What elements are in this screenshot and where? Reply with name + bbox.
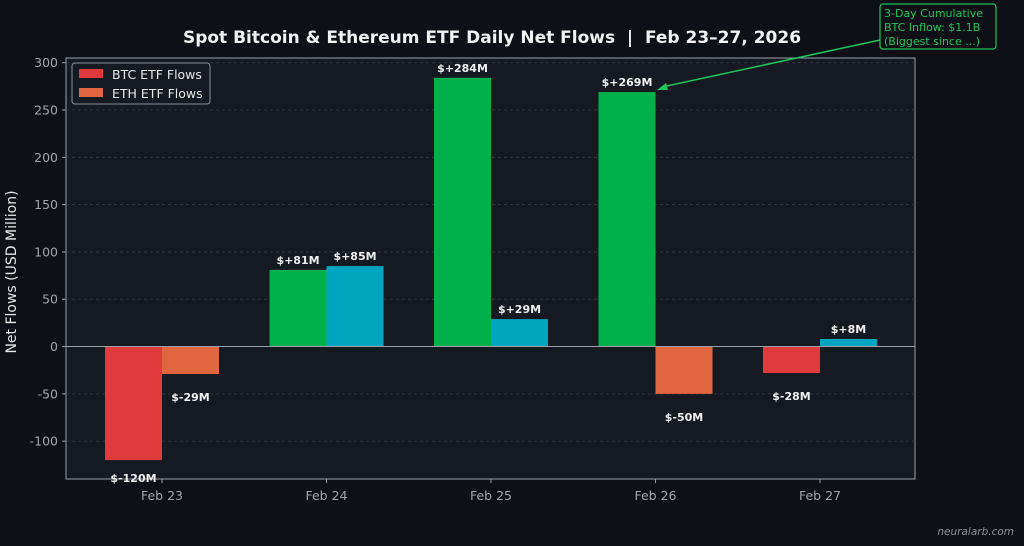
bar-eth-2 [491, 319, 548, 347]
y-tick-label: 150 [34, 197, 58, 212]
data-label-btc-1: $+81M [276, 254, 319, 267]
legend-swatch-eth [79, 88, 103, 97]
y-tick-label: -50 [38, 386, 58, 401]
chart-title: Spot Bitcoin & Ethereum ETF Daily Net Fl… [183, 28, 801, 48]
legend-label-eth: ETH ETF Flows [112, 86, 203, 101]
bar-btc-0 [105, 346, 162, 461]
bar-btc-3 [598, 92, 656, 347]
y-tick-label: 300 [34, 55, 58, 70]
data-label-eth-4: $+8M [831, 323, 866, 336]
annotation-line-1: 3-Day Cumulative [884, 7, 983, 20]
x-tick-label: Feb 27 [799, 488, 841, 503]
bar-eth-1 [326, 266, 384, 347]
watermark: neuralarb.com [937, 526, 1014, 538]
data-label-eth-0: $-29M [171, 391, 209, 404]
x-tick-label: Feb 26 [634, 488, 676, 503]
y-tick-label: -100 [30, 434, 58, 449]
annotation: 3-Day Cumulative BTC Inflow: $1.1B (Bigg… [657, 3, 997, 90]
x-tick-label: Feb 24 [305, 488, 347, 503]
data-label-eth-1: $+85M [333, 250, 376, 263]
bar-eth-3 [655, 346, 713, 394]
arrow-head-icon [657, 83, 668, 90]
y-tick-label: 50 [42, 292, 58, 307]
x-tick-label: Feb 25 [470, 488, 512, 503]
bar-btc-2 [434, 77, 491, 347]
bar-eth-0 [162, 346, 219, 374]
y-tick-label: 250 [34, 103, 58, 118]
legend-swatch-btc [79, 69, 103, 78]
y-tick-label: 100 [34, 244, 58, 259]
annotation-line-2: BTC Inflow: $1.1B [884, 21, 980, 34]
y-axis-label: Net Flows (USD Million) [4, 190, 20, 353]
y-tick-label: 200 [34, 150, 58, 165]
legend: BTC ETF Flows ETH ETF Flows [71, 62, 211, 105]
data-label-btc-0: $-120M [110, 472, 156, 485]
data-label-eth-3: $-50M [665, 411, 703, 424]
data-label-btc-4: $-28M [772, 390, 810, 403]
annotation-line-3: (Biggest since ...) [884, 35, 980, 48]
bar-eth-4 [820, 338, 877, 347]
y-tick-label: 0 [50, 339, 58, 354]
bar-btc-4 [763, 346, 820, 374]
x-tick-label: Feb 23 [141, 488, 183, 503]
annotation-arrow [661, 39, 881, 88]
bar-btc-1 [269, 269, 327, 347]
data-label-eth-2: $+29M [498, 303, 541, 316]
data-label-btc-2: $+284M [437, 62, 488, 75]
data-label-btc-3: $+269M [602, 76, 653, 89]
legend-label-btc: BTC ETF Flows [112, 67, 202, 82]
